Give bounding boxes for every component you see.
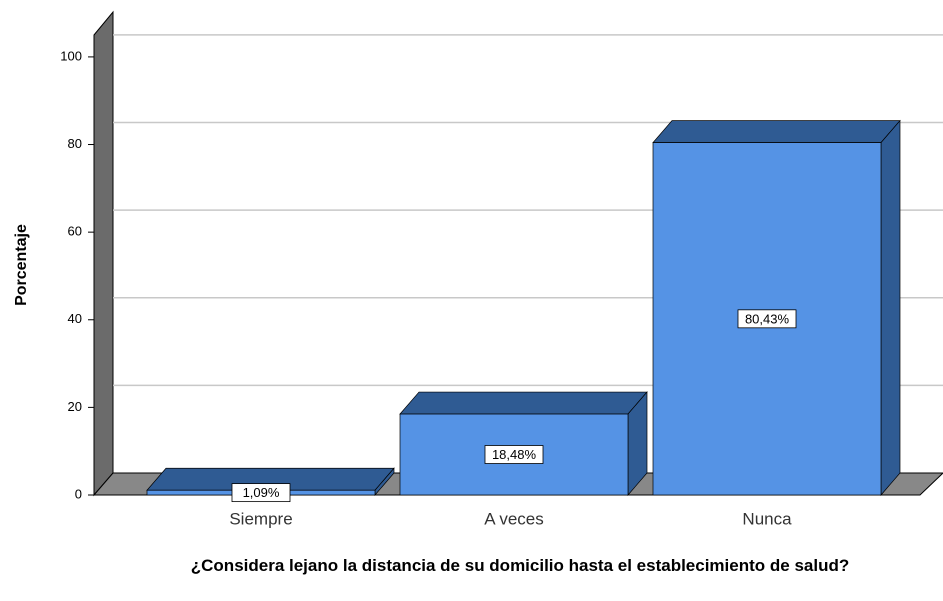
bar-top [652, 120, 901, 143]
x-tick-label: Nunca [742, 509, 792, 528]
left-wall [93, 10, 114, 497]
data-label: 18,48% [492, 447, 537, 462]
x-axis-title: ¿Considera lejano la distancia de su dom… [190, 556, 850, 575]
data-label: 80,43% [745, 311, 790, 326]
bar-top [399, 391, 648, 415]
y-axis-title: Porcentaje [13, 224, 30, 306]
bar-side [880, 119, 901, 496]
x-tick-label: Siempre [229, 509, 292, 528]
y-tick-label: 60 [68, 224, 82, 239]
y-tick-label: 0 [75, 486, 82, 501]
data-label-box [231, 483, 291, 503]
data-label-box [484, 445, 544, 464]
y-tick-label: 40 [68, 311, 82, 326]
bar [399, 391, 648, 496]
bar [652, 119, 901, 496]
x-tick-label: A veces [484, 509, 544, 528]
y-tick-label: 100 [60, 48, 82, 63]
data-label: 1,09% [243, 485, 280, 500]
y-tick-label: 80 [68, 136, 82, 151]
bar-front [399, 413, 629, 496]
y-tick-label: 20 [68, 399, 82, 414]
data-label-box [737, 309, 797, 329]
